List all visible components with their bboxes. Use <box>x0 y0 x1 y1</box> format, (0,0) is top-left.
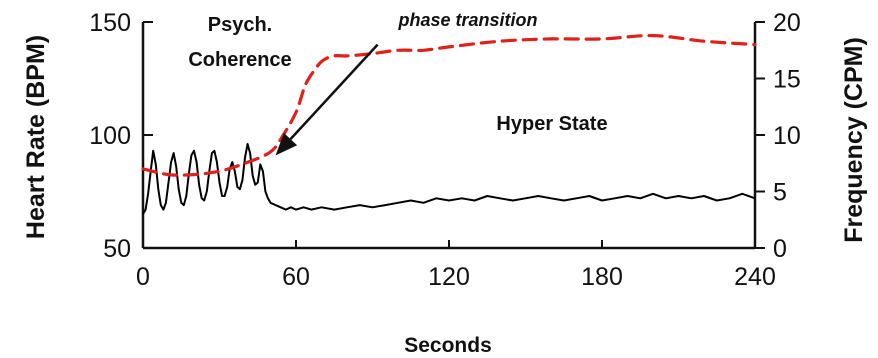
x-tick-label: 0 <box>136 263 150 291</box>
series-frequency-line <box>141 33 757 177</box>
y-right-tick-label: 20 <box>773 9 801 37</box>
y-left-tick-label: 100 <box>89 122 131 150</box>
y-right-tick-label: 0 <box>773 235 787 263</box>
y-right-tick-label: 15 <box>773 66 801 94</box>
y-right-tick-label: 10 <box>773 122 801 150</box>
x-tick-label: 240 <box>734 263 776 291</box>
hyper-state-label: Hyper State <box>496 113 607 135</box>
series-heart-rate-line <box>142 143 756 215</box>
x-tick-label: 120 <box>428 263 470 291</box>
arrow-shaft <box>289 43 379 141</box>
ticks-layer: 50 100 150 0 5 10 15 20 0 60 120 180 240 <box>89 9 801 291</box>
coherence-label-line1: Psych. <box>208 14 272 36</box>
x-tick-label: 60 <box>282 263 310 291</box>
y-axis-right-title: Frequency (CPM) <box>840 37 868 243</box>
x-axis-title: Seconds <box>404 334 492 357</box>
transition-arrow <box>275 43 379 156</box>
y-left-tick-label: 50 <box>103 235 131 263</box>
series-layer <box>141 33 757 215</box>
y-right-tick-label: 5 <box>773 179 787 207</box>
coherence-label-line2: Coherence <box>188 49 291 71</box>
arrow-head <box>275 133 298 156</box>
y-axis-left-title: Heart Rate (BPM) <box>22 35 50 239</box>
phase-transition-label: phase transition <box>397 10 537 30</box>
x-tick-label: 180 <box>581 263 623 291</box>
y-left-tick-label: 150 <box>89 9 131 37</box>
